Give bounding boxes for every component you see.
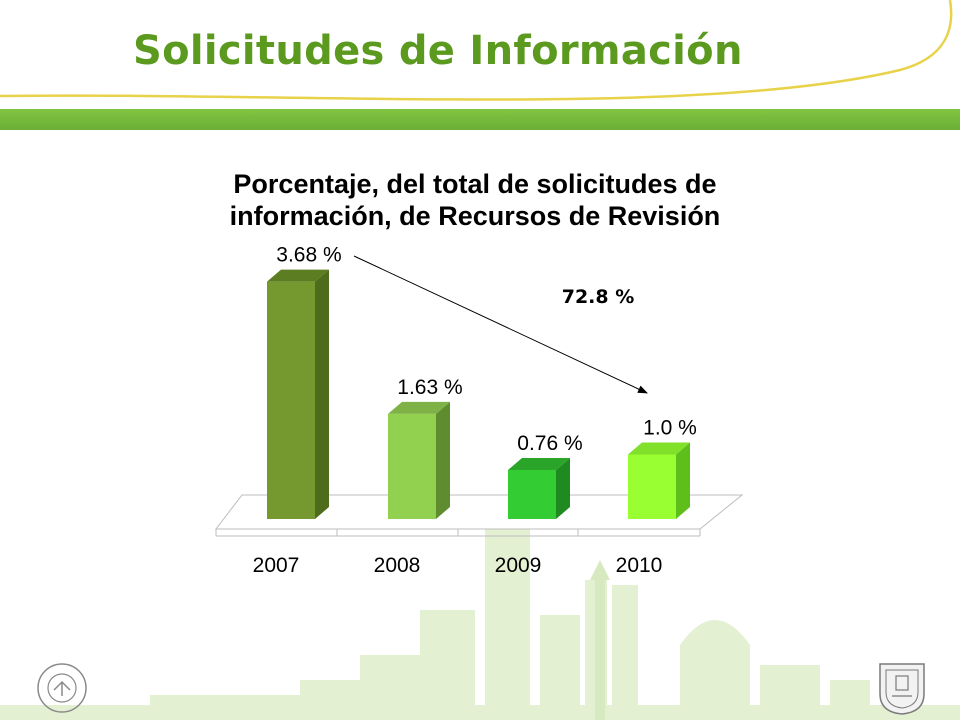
bar-2008: [388, 401, 450, 519]
bar-top: [388, 401, 450, 414]
coat-of-arms-icon: [879, 663, 925, 715]
bar-2010: [628, 442, 690, 519]
value-label: 0.76 %: [517, 432, 582, 455]
trend-arrow: [353, 255, 648, 394]
value-label: 1.0 %: [643, 417, 697, 440]
header-green-band: [0, 109, 960, 130]
bar-top: [628, 442, 690, 455]
bar-2009: [508, 457, 570, 519]
value-label: 3.68 %: [276, 244, 341, 267]
bar-2007: [267, 269, 329, 519]
bar-side: [676, 442, 690, 519]
bar-side: [556, 457, 570, 519]
chart-title: Porcentaje, del total de solicitudes de …: [229, 169, 721, 231]
category-label: 2008: [374, 554, 421, 577]
chart-floor: [214, 494, 744, 537]
category-label: 2007: [253, 554, 300, 577]
category-label: 2009: [495, 554, 542, 577]
slide-title: Solicitudes de Información: [133, 28, 743, 74]
bar-front: [628, 454, 676, 519]
value-labels: 3.68 % 1.63 % 0.76 % 1.0 %: [276, 244, 697, 455]
category-label: 2010: [616, 554, 663, 577]
bar-top: [267, 269, 329, 282]
header-decoration: [0, 0, 953, 101]
bar-side: [315, 269, 329, 519]
value-label: 1.63 %: [397, 376, 462, 399]
ciudad-con-equidad-seal-icon: [37, 663, 87, 713]
bar-top: [508, 457, 570, 470]
category-labels: 2007 2008 2009 2010: [253, 554, 663, 577]
bar-front: [388, 413, 436, 519]
reduction-annotation: 72.8 %: [562, 286, 635, 308]
city-skyline-watermark: [0, 500, 960, 720]
bar-side: [436, 401, 450, 519]
bars: [267, 269, 690, 519]
header-curve: [0, 0, 953, 101]
bar-front: [267, 281, 315, 519]
bar-front: [508, 469, 556, 519]
